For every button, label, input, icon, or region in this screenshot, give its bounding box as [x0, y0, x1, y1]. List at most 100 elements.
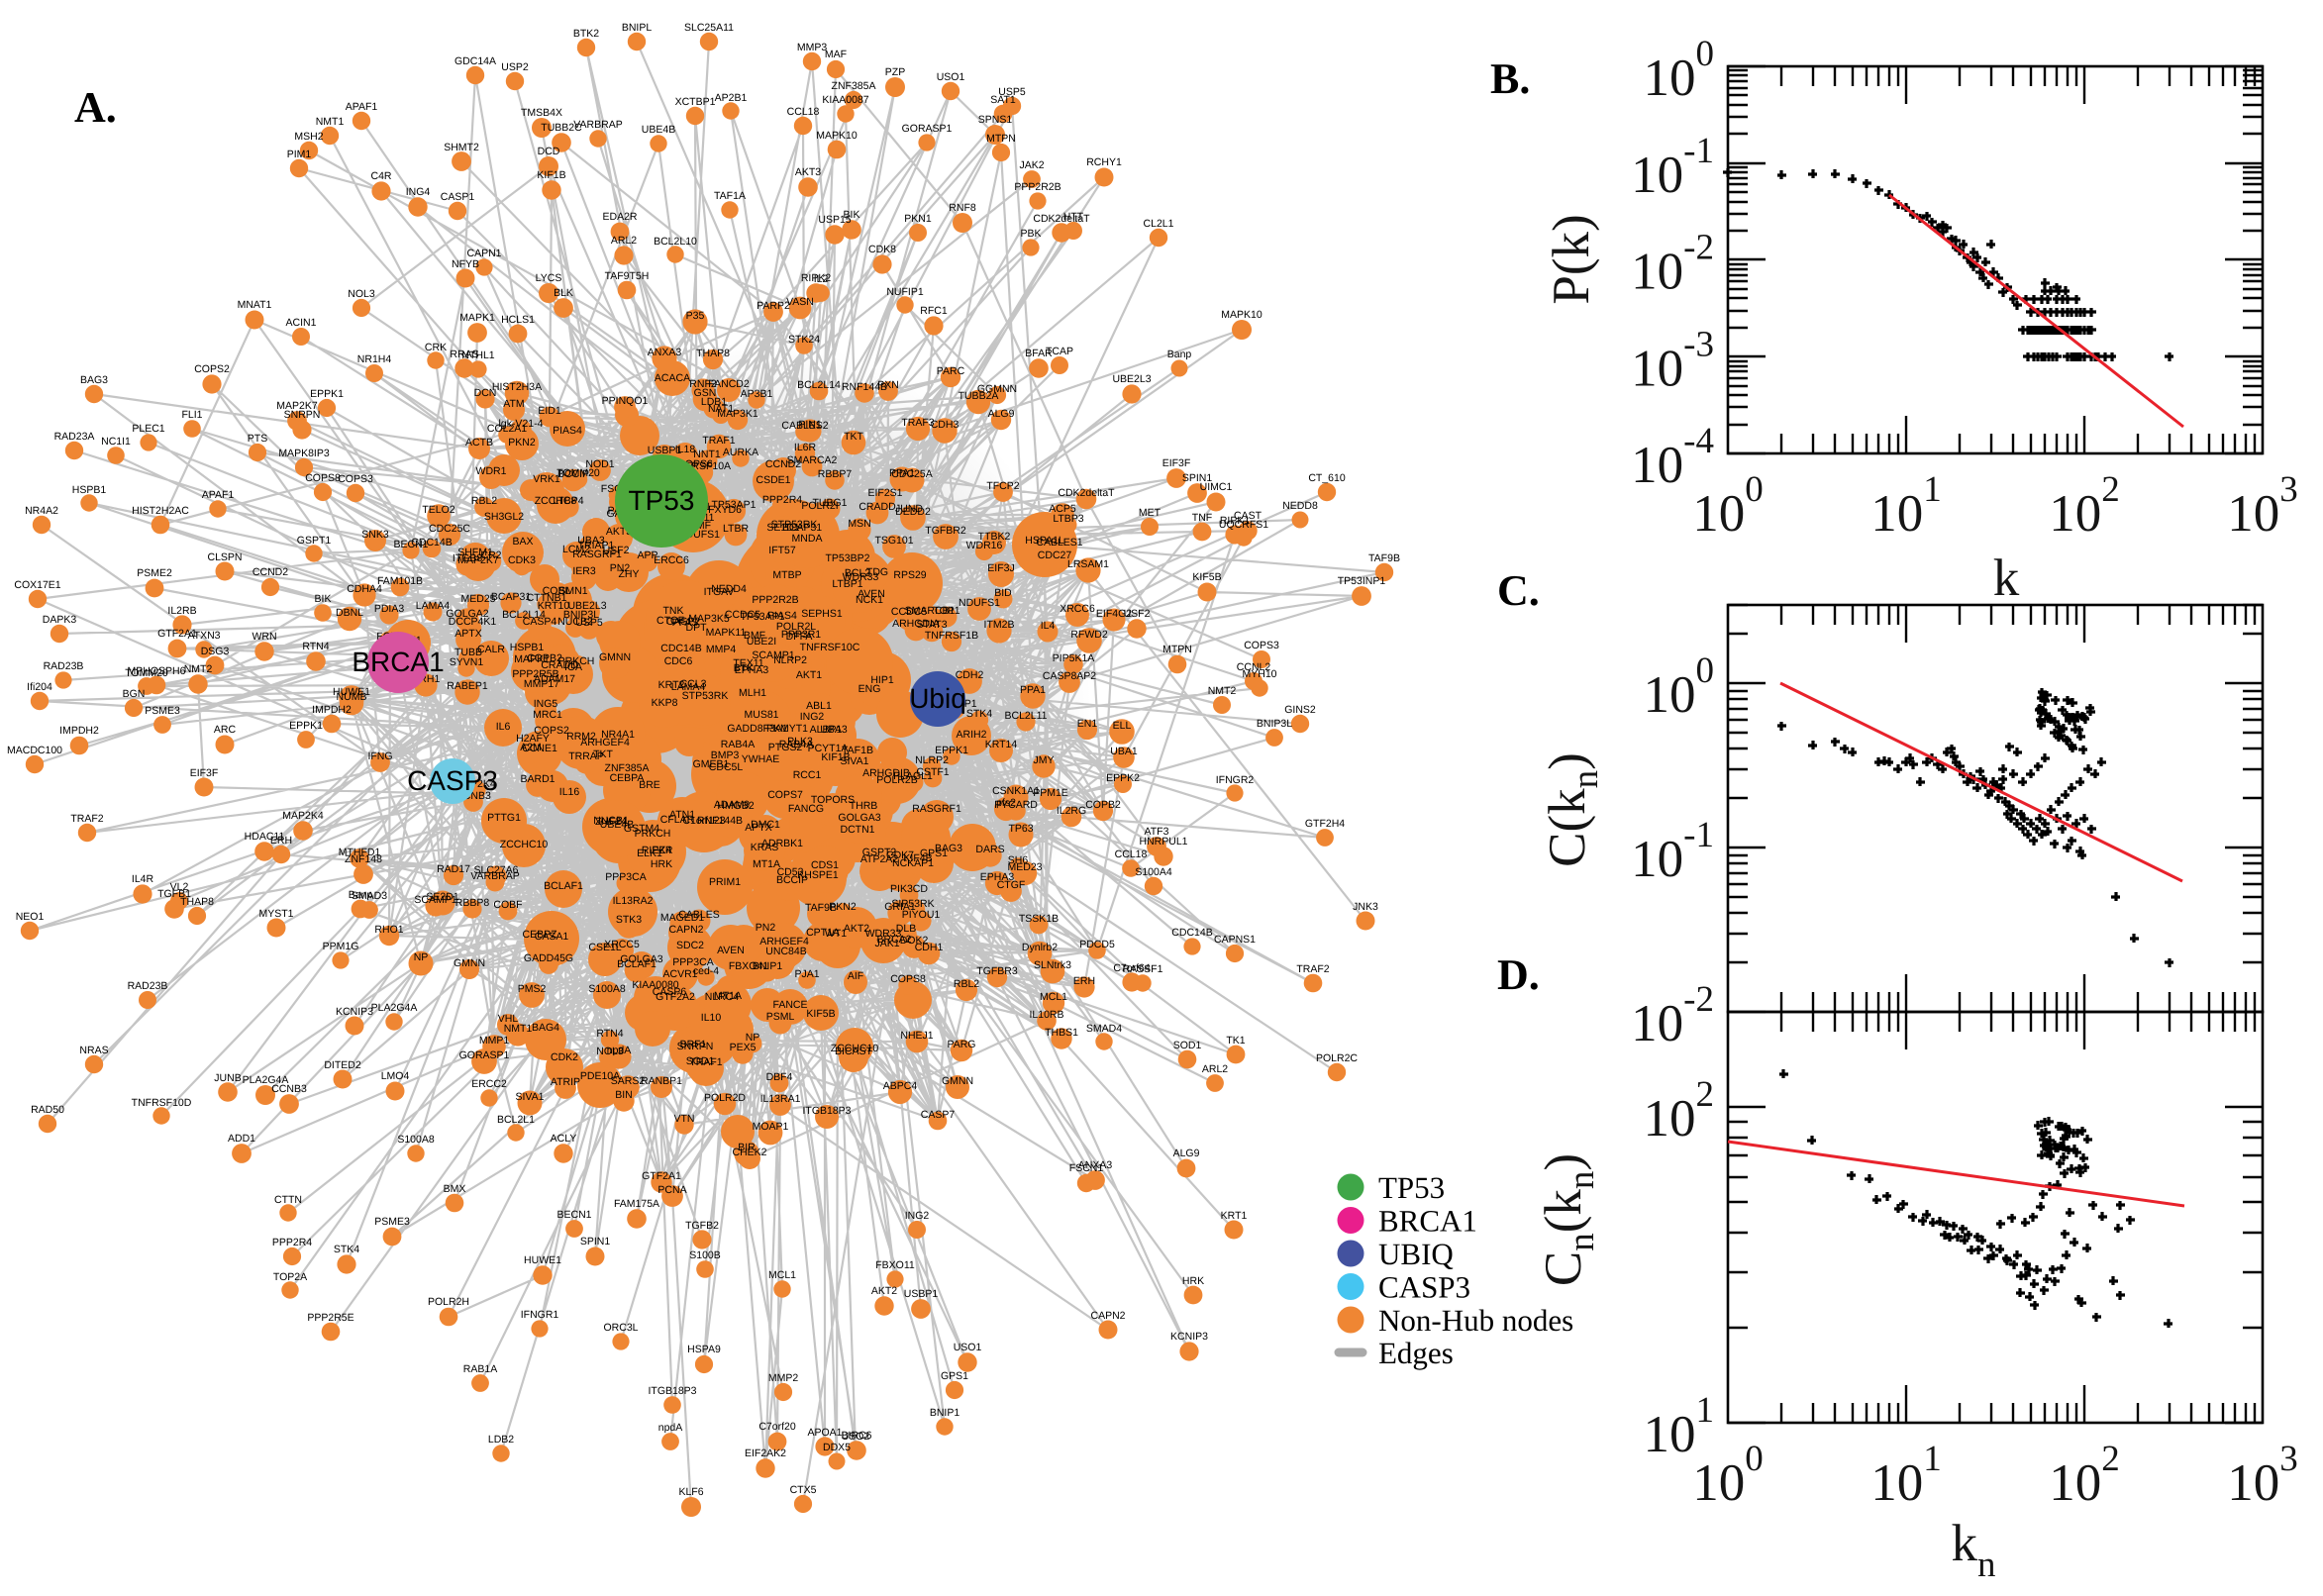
svg-text:TAF1A: TAF1A [714, 190, 746, 202]
svg-text:npdA: npdA [658, 1422, 683, 1434]
svg-text:KIAA0080: KIAA0080 [632, 979, 678, 991]
svg-text:AKT2: AKT2 [844, 923, 869, 935]
svg-text:COPS8: COPS8 [890, 973, 926, 985]
svg-text:WDR16: WDR16 [966, 540, 1003, 551]
svg-text:CT_610: CT_610 [1308, 472, 1346, 484]
svg-text:TNF: TNF [1192, 512, 1212, 524]
svg-text:ATF3: ATF3 [1145, 826, 1169, 838]
svg-text:IL6R: IL6R [794, 442, 817, 453]
svg-text:RAB4A: RAB4A [779, 739, 813, 750]
svg-text:CTTNB1: CTTNB1 [527, 592, 567, 604]
svg-text:SPIN1: SPIN1 [1182, 472, 1213, 484]
svg-text:RRM2: RRM2 [566, 731, 596, 743]
svg-text:PFAS: PFAS [672, 617, 699, 629]
svg-text:S100B: S100B [689, 1249, 721, 1261]
svg-text:EID1: EID1 [538, 405, 561, 417]
svg-text:DAPK3: DAPK3 [43, 614, 77, 626]
svg-text:TKT: TKT [844, 431, 863, 443]
svg-text:MED23: MED23 [1007, 861, 1042, 873]
svg-text:CDH1: CDH1 [915, 942, 944, 953]
svg-text:IL4: IL4 [1041, 620, 1056, 632]
svg-text:ITGB8: ITGB8 [453, 552, 483, 564]
svg-text:BNIPL: BNIPL [622, 22, 653, 34]
svg-text:LRSAM1: LRSAM1 [1067, 558, 1109, 570]
svg-text:ATM: ATM [503, 398, 524, 410]
svg-text:BCL2L14: BCL2L14 [797, 379, 841, 391]
svg-text:RAD23B: RAD23B [44, 660, 84, 672]
svg-text:TSSK1B: TSSK1B [1019, 913, 1059, 925]
svg-text:APOA1: APOA1 [807, 1427, 842, 1439]
svg-text:TMSB4X: TMSB4X [521, 107, 562, 119]
svg-text:GPS1: GPS1 [941, 1370, 968, 1382]
svg-text:MMP2: MMP2 [768, 1372, 798, 1384]
svg-text:Banp: Banp [1167, 349, 1192, 360]
svg-text:TNFRSF10C: TNFRSF10C [800, 642, 860, 653]
svg-text:C1orf123: C1orf123 [682, 815, 725, 827]
svg-text:ITM2B: ITM2B [984, 619, 1015, 631]
svg-text:k: k [1993, 549, 2020, 607]
svg-text:SIVA1: SIVA1 [516, 1091, 545, 1103]
svg-text:GSPT1: GSPT1 [297, 535, 332, 547]
svg-text:PRIM1: PRIM1 [709, 876, 741, 888]
svg-text:APAF1: APAF1 [346, 101, 378, 113]
svg-text:TAF9B: TAF9B [805, 902, 837, 914]
svg-text:EPHA3: EPHA3 [735, 664, 769, 676]
svg-text:P(k): P(k) [1543, 214, 1600, 304]
svg-text:APAF1: APAF1 [202, 489, 235, 501]
svg-text:USF2: USF2 [1124, 608, 1151, 620]
svg-text:DITED2: DITED2 [324, 1059, 361, 1071]
svg-text:RNF2: RNF2 [689, 378, 717, 390]
svg-text:TTBK2: TTBK2 [978, 531, 1011, 543]
svg-text:ELK1: ELK1 [637, 848, 662, 859]
svg-text:PPP2R5E: PPP2R5E [307, 1312, 354, 1324]
svg-text:BECN1: BECN1 [393, 539, 428, 550]
svg-text:VTN: VTN [674, 1113, 695, 1125]
svg-text:PKMYT1: PKMYT1 [766, 723, 808, 735]
svg-text:TRAF1: TRAF1 [702, 435, 735, 447]
svg-text:UQCRFS1: UQCRFS1 [1219, 519, 1268, 531]
svg-text:STK3: STK3 [616, 914, 642, 926]
svg-text:TSG101: TSG101 [874, 535, 913, 547]
svg-text:GADD8F3A1: GADD8F3A1 [727, 723, 787, 735]
svg-text:BRCA2: BRCA2 [876, 934, 911, 946]
svg-text:NR4A1: NR4A1 [601, 729, 635, 741]
svg-text:TKT: TKT [593, 748, 613, 760]
svg-text:STK24: STK24 [788, 334, 820, 346]
svg-text:SNRPN: SNRPN [677, 1041, 714, 1052]
svg-text:SMAD3: SMAD3 [352, 890, 387, 902]
svg-text:FBXO41: FBXO41 [729, 960, 768, 972]
svg-text:ING5: ING5 [534, 698, 558, 710]
svg-text:TRAF3: TRAF3 [901, 417, 934, 429]
svg-text:Cn(kn): Cn(kn) [1535, 1153, 1602, 1286]
svg-text:CRADD: CRADD [541, 659, 578, 671]
svg-text:GDC14A: GDC14A [454, 55, 496, 67]
svg-text:KKP8: KKP8 [652, 697, 678, 709]
svg-text:PLAGL1: PLAGL1 [893, 770, 933, 782]
svg-text:BCLAF1: BCLAF1 [617, 958, 656, 970]
svg-text:NHEJ1: NHEJ1 [900, 1030, 933, 1042]
svg-text:UBA1: UBA1 [1110, 746, 1138, 757]
svg-text:VRK1: VRK1 [533, 473, 560, 485]
svg-text:COPS3: COPS3 [338, 473, 373, 485]
svg-text:POLR2C: POLR2C [1316, 1052, 1358, 1064]
svg-text:IL18: IL18 [675, 444, 696, 455]
svg-text:ACIN1: ACIN1 [286, 317, 317, 329]
svg-text:S100A8: S100A8 [397, 1134, 435, 1146]
svg-text:PPP2R5B: PPP2R5B [512, 668, 558, 680]
svg-text:EDA2R: EDA2R [602, 211, 637, 223]
svg-text:BNIP1: BNIP1 [930, 1407, 960, 1419]
svg-text:WDR33: WDR33 [865, 928, 902, 940]
svg-text:ARHGEF4: ARHGEF4 [580, 737, 630, 748]
svg-text:PIAS4: PIAS4 [767, 610, 797, 622]
svg-text:AKT1: AKT1 [796, 669, 822, 681]
svg-text:DCCP4K1: DCCP4K1 [449, 616, 497, 628]
svg-text:EIF3F: EIF3F [1162, 457, 1191, 469]
svg-text:GTF2A1: GTF2A1 [642, 1170, 681, 1182]
svg-text:MAP3K5: MAP3K5 [688, 613, 730, 625]
svg-text:LTBP4: LTBP4 [553, 495, 583, 507]
svg-text:PPP3CA: PPP3CA [672, 956, 713, 968]
svg-text:GOLGA2: GOLGA2 [446, 608, 488, 620]
svg-text:CCL18: CCL18 [1115, 848, 1148, 860]
svg-text:EPPK2: EPPK2 [1106, 772, 1140, 784]
svg-text:IFNGR1: IFNGR1 [521, 1309, 559, 1321]
